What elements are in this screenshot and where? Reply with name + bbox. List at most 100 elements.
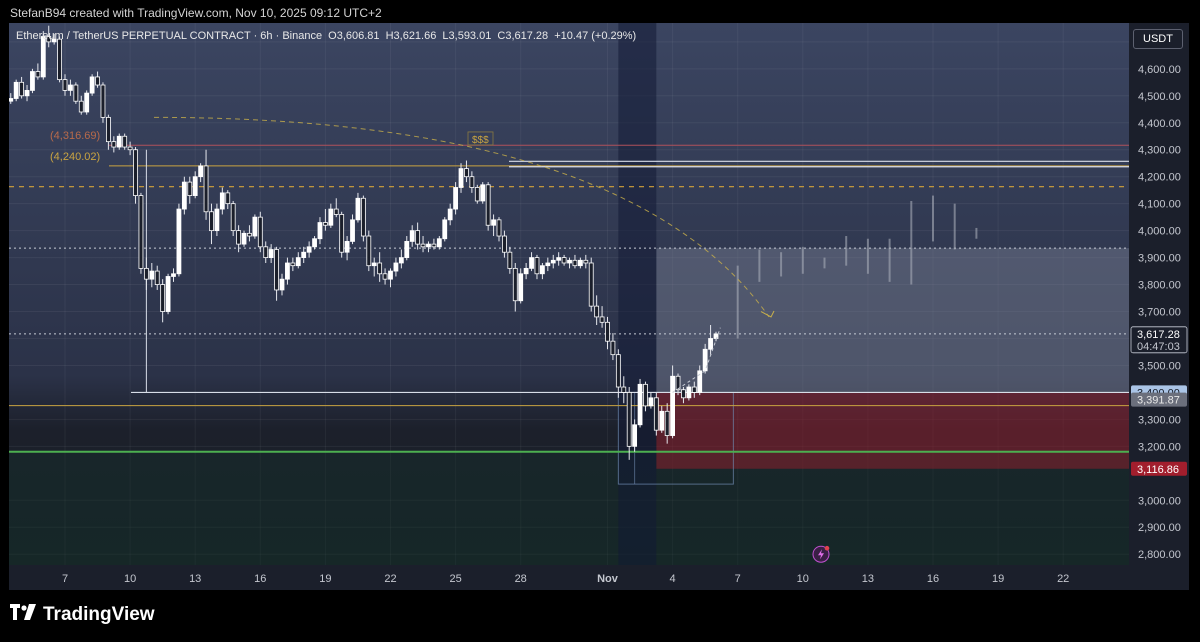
candle: [491, 214, 496, 237]
candle-body-up: [426, 243, 431, 248]
candle-body-up: [393, 262, 399, 272]
candle-body-down: [333, 208, 339, 215]
candle-body-down: [610, 340, 616, 356]
candle: [181, 176, 187, 215]
y-tick-label: 4,100.00: [1138, 199, 1181, 211]
candle-body-up: [404, 241, 410, 258]
candle-body-up: [241, 232, 247, 245]
candle: [171, 268, 176, 282]
candle: [670, 365, 675, 439]
candle-body-down: [57, 38, 62, 81]
candle: [116, 133, 122, 150]
candle-body-up: [577, 259, 583, 267]
candle-body-down: [133, 149, 138, 196]
candle-body-up: [252, 216, 258, 237]
candle: [209, 203, 214, 245]
candle-body-up: [268, 249, 274, 258]
price-chart[interactable]: $$$(4,316.69)(4,240.02) 4,700.004,600.00…: [9, 23, 1189, 590]
x-tick-label: 13: [862, 573, 874, 585]
candle: [290, 257, 296, 272]
x-tick-label: 19: [992, 573, 1004, 585]
candle: [247, 225, 252, 242]
candle: [360, 195, 366, 242]
candle-body-up: [9, 98, 14, 102]
candle: [474, 184, 480, 204]
candle: [702, 343, 708, 374]
candle-body-down: [464, 168, 469, 178]
candle-body-down: [236, 230, 242, 245]
y-tick-label: 4,600.00: [1138, 64, 1181, 76]
candle: [225, 190, 231, 210]
candle-body-down: [507, 251, 513, 269]
candle-body-down: [621, 386, 627, 393]
candle: [306, 241, 312, 258]
candle: [24, 85, 30, 102]
x-tick-label: 7: [62, 573, 68, 585]
candle: [605, 316, 610, 350]
symbol-legend[interactable]: Ethereum / TetherUS PERPETUAL CONTRACT ·…: [16, 30, 639, 42]
candle: [534, 254, 540, 280]
candle: [328, 203, 334, 228]
candle-body-down: [605, 321, 610, 342]
candle: [149, 262, 155, 288]
candle-body-down: [230, 203, 236, 232]
candle: [545, 257, 551, 272]
candle-body-down: [474, 187, 480, 202]
candle: [496, 217, 502, 242]
candle: [62, 74, 68, 96]
candle: [648, 392, 654, 409]
candle: [540, 262, 545, 280]
candle: [127, 141, 133, 156]
x-tick-label: 4: [670, 573, 676, 585]
candle: [561, 254, 567, 266]
candle: [686, 384, 692, 401]
candle: [664, 403, 670, 444]
candles: [9, 25, 719, 460]
candle-body-down: [19, 81, 25, 97]
candle-body-up: [317, 222, 323, 240]
candle-body-down: [502, 235, 507, 253]
candle: [160, 279, 166, 323]
x-tick-label: 22: [1057, 573, 1069, 585]
candle-body-up: [436, 238, 442, 248]
candle: [111, 136, 117, 153]
forecast-arrow-head: [760, 310, 775, 318]
candle-body-up: [545, 262, 551, 267]
time-axis[interactable]: [9, 565, 1129, 590]
candle-body-up: [198, 165, 204, 178]
candle-body-down: [360, 197, 366, 237]
candle: [133, 147, 138, 204]
chart-frame[interactable]: $$$(4,316.69)(4,240.02) 4,700.004,600.00…: [9, 23, 1189, 590]
candle: [35, 63, 41, 80]
candle-body-up: [518, 273, 524, 302]
y-tick-label: 3,300.00: [1138, 414, 1181, 426]
candle-body-down: [691, 386, 697, 393]
ohlc-open: O3,606.81: [328, 30, 380, 42]
candle: [464, 160, 469, 183]
candle-body-up: [632, 424, 638, 447]
candle-body-down: [534, 257, 540, 275]
candle-body-down: [122, 135, 128, 148]
symbol-title[interactable]: Ethereum / TetherUS PERPETUAL CONTRACT ·…: [16, 30, 323, 42]
candle: [420, 236, 426, 253]
candle-body-up: [708, 338, 713, 350]
candle: [404, 236, 410, 261]
candle-body-up: [312, 238, 317, 248]
candle-body-down: [469, 176, 475, 188]
price-axis[interactable]: [1129, 23, 1189, 590]
candle: [583, 254, 589, 269]
candle-body-up: [686, 386, 692, 399]
candle: [572, 254, 578, 269]
candle: [350, 214, 355, 245]
trend-dotted-line: [672, 327, 721, 393]
candle-body-up: [398, 257, 404, 264]
candle-body-down: [681, 389, 686, 399]
brand-name: TradingView: [43, 604, 155, 625]
candle-body-down: [62, 79, 68, 91]
candle: [626, 387, 632, 460]
candle: [57, 36, 62, 83]
candle-body-down: [366, 235, 372, 267]
candle-body-down: [73, 84, 79, 102]
currency-button[interactable]: USDT: [1133, 29, 1183, 49]
